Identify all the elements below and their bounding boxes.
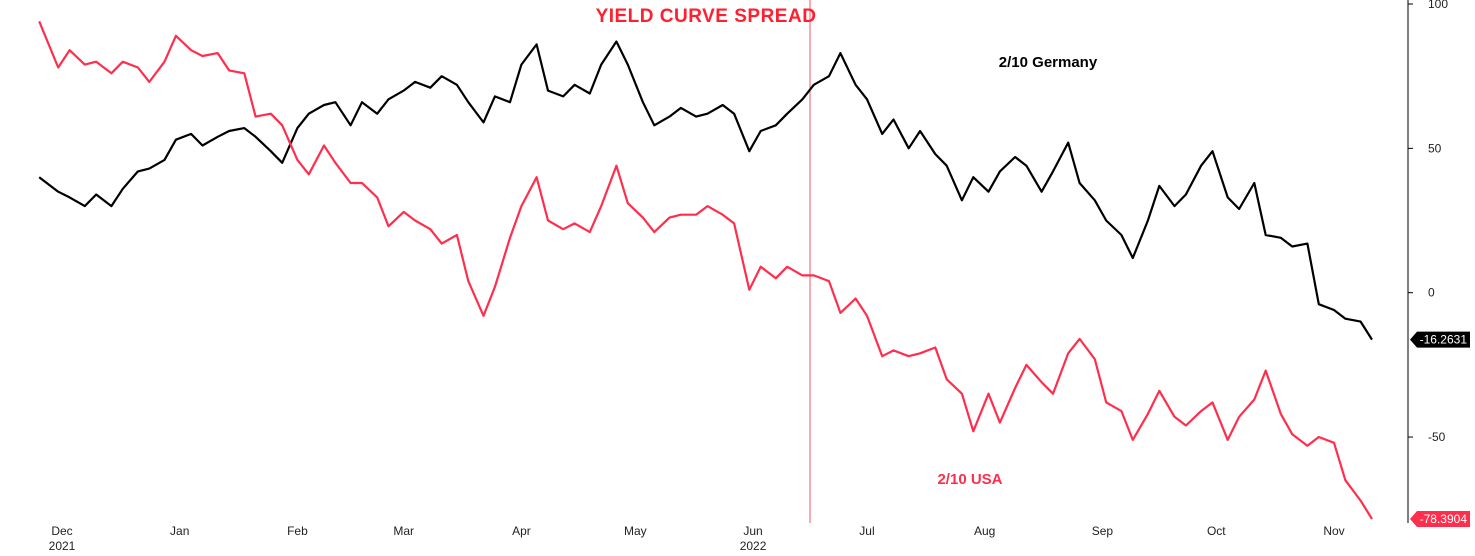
x-tick-label: Jun [743, 524, 762, 538]
x-tick-label: Dec [51, 524, 72, 538]
x-year-label: 2022 [740, 539, 767, 553]
x-tick-label: Jan [170, 524, 189, 538]
usa-last-value-tag: -78.3904 [1410, 511, 1470, 527]
y-tick-label: 50 [1428, 141, 1442, 155]
x-tick-label: Apr [512, 524, 531, 538]
x-tick-label: Feb [287, 524, 308, 538]
y-axis-ticks: 100 50 0 -50 [1408, 0, 1448, 444]
x-tick-label: May [624, 524, 647, 538]
x-tick-label: Sep [1092, 524, 1114, 538]
y-tick-label: -50 [1428, 430, 1446, 444]
usa-last-value-tag-shape [1410, 511, 1470, 527]
germany-last-value: -16.2631 [1420, 333, 1468, 347]
y-tick-label: 100 [1428, 0, 1448, 11]
x-tick-label: Aug [974, 524, 995, 538]
x-tick-label: Mar [393, 524, 414, 538]
germany-series-line [38, 40, 1373, 341]
y-tick-label: 0 [1428, 286, 1435, 300]
usa-series-line [38, 20, 1373, 520]
usa-series-label: 2/10 USA [937, 471, 1002, 488]
x-year-label: 2021 [49, 539, 76, 553]
chart-title: YIELD CURVE SPREAD [596, 6, 817, 27]
germany-series-label: 2/10 Germany [999, 54, 1098, 71]
x-tick-label: Nov [1323, 524, 1344, 538]
x-tick-label: Jul [859, 524, 874, 538]
germany-last-value-tag-shape [1410, 331, 1470, 348]
usa-last-value: -78.3904 [1420, 512, 1468, 526]
x-tick-label: Oct [1207, 524, 1226, 538]
germany-last-value-tag: -16.2631 [1410, 331, 1470, 348]
